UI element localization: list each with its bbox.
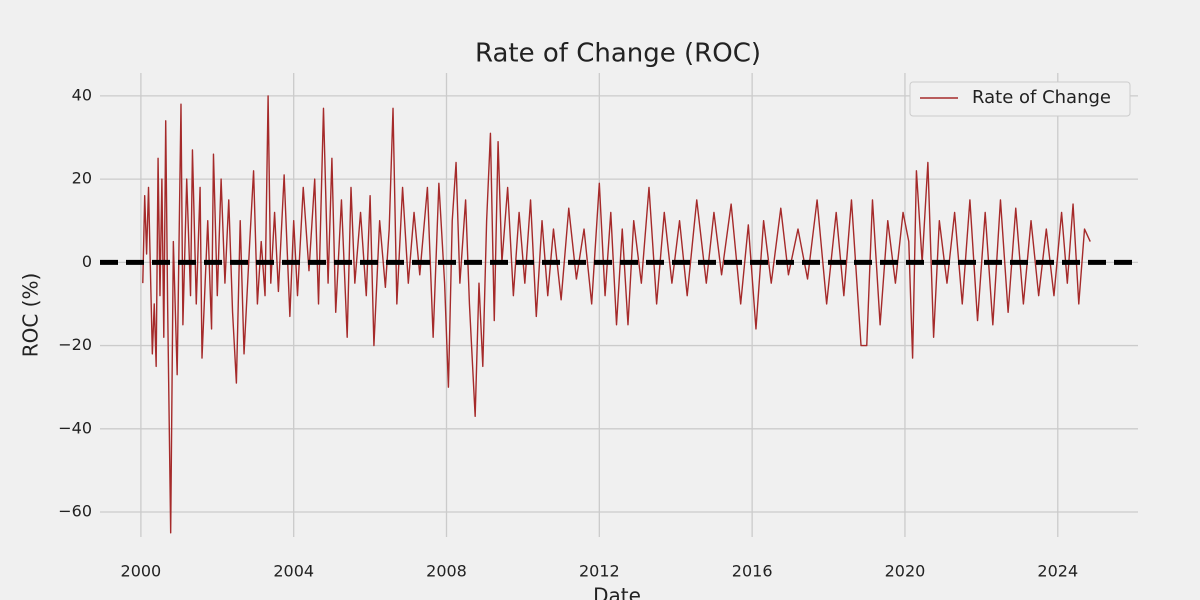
legend-box bbox=[909, 81, 1131, 117]
y-tick-label: −60 bbox=[58, 502, 92, 521]
chart-title: Rate of Change (ROC) bbox=[475, 39, 761, 69]
line-series bbox=[142, 95, 1091, 534]
y-tick-label: 0 bbox=[82, 252, 92, 271]
x-axis-label: Date bbox=[593, 584, 641, 600]
x-tick-label: 2004 bbox=[273, 562, 314, 581]
x-tick-label: 2016 bbox=[732, 562, 773, 581]
y-tick-label: 20 bbox=[72, 169, 92, 188]
legend-label: Rate of Change bbox=[972, 87, 1111, 108]
y-tick-label: −20 bbox=[58, 335, 92, 354]
x-tick-label: 2000 bbox=[121, 562, 162, 581]
x-tick-label: 2020 bbox=[885, 562, 926, 581]
x-tick-label: 2024 bbox=[1037, 562, 1078, 581]
x-tick-label: 2008 bbox=[426, 562, 467, 581]
y-tick-label: −40 bbox=[58, 418, 92, 437]
x-tick-label: 2012 bbox=[579, 562, 620, 581]
y-tick-label: 40 bbox=[72, 85, 92, 104]
y-axis-label: ROC (%) bbox=[19, 273, 43, 358]
